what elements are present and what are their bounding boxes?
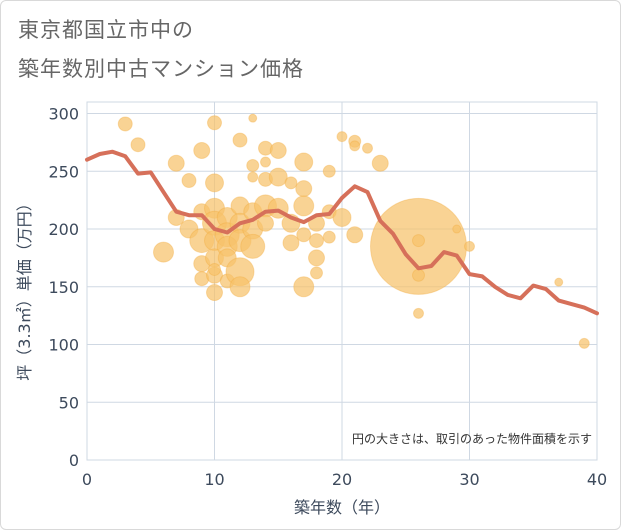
bubble-size-note: 円の大きさは、取引のあった物件面積を示す (352, 431, 592, 446)
bubble (310, 266, 323, 280)
bubble (247, 171, 259, 183)
bubble (257, 214, 274, 232)
bubble (452, 224, 462, 234)
y-tick-label: 200 (48, 220, 79, 239)
bubble (284, 176, 298, 190)
bubble (293, 276, 315, 298)
bubble (554, 277, 564, 287)
bubble (371, 154, 389, 172)
bubble (412, 268, 425, 282)
bubble (332, 207, 352, 227)
bubble (322, 164, 336, 178)
bubble (578, 337, 590, 349)
bubble (308, 249, 325, 267)
y-tick-label: 100 (48, 336, 79, 355)
bubble (464, 240, 475, 252)
bubble (207, 115, 222, 131)
y-axis-label: 坪（3.3㎡）単価（万円） (15, 195, 34, 380)
ticks: 0 10 20 30 40 0 50 100 150 200 250 300 (48, 105, 607, 489)
bubble (322, 230, 336, 244)
bubble (232, 132, 248, 148)
bubble (269, 142, 287, 160)
grid (86, 101, 598, 461)
bubble (293, 195, 315, 217)
bubble (167, 154, 185, 172)
trend-line (85, 149, 599, 316)
bubble (349, 140, 361, 152)
bubble (229, 276, 251, 298)
y-tick-label: 0 (69, 451, 79, 470)
bubble (260, 156, 271, 168)
y-tick-label: 300 (48, 105, 79, 124)
bubble (346, 226, 364, 244)
bubble (117, 116, 133, 132)
bubble (362, 142, 373, 154)
x-tick-label: 10 (204, 470, 224, 489)
chart-title-line-1: 東京都国立市中の (18, 18, 194, 42)
bubble (336, 131, 348, 143)
y-tick-label: 150 (48, 278, 79, 297)
bubble (208, 262, 221, 276)
bubble (246, 159, 260, 173)
bubble (268, 167, 288, 187)
bubble (181, 173, 197, 189)
bubble (296, 227, 312, 243)
chart-title-line-2: 築年数別中古マンション価格 (18, 57, 304, 81)
bubble (130, 137, 146, 153)
bubble (412, 234, 425, 248)
x-tick-label: 30 (459, 470, 479, 489)
bubble (295, 180, 313, 198)
x-tick-label: 20 (332, 470, 352, 489)
x-tick-label: 0 (82, 470, 92, 489)
bubble (282, 234, 300, 252)
bubble (205, 173, 224, 193)
bubble (206, 284, 223, 302)
y-tick-label: 50 (59, 393, 79, 412)
bubble (193, 142, 211, 160)
y-tick-label: 250 (48, 162, 79, 181)
bubble (153, 241, 174, 263)
x-tick-label: 40 (587, 470, 607, 489)
bubble (309, 233, 324, 249)
bubble (413, 307, 424, 319)
x-axis-label: 築年数（年） (294, 498, 390, 517)
bubbles (117, 113, 590, 349)
bubble (248, 113, 258, 123)
bubble (240, 233, 266, 259)
bubble (294, 152, 314, 172)
